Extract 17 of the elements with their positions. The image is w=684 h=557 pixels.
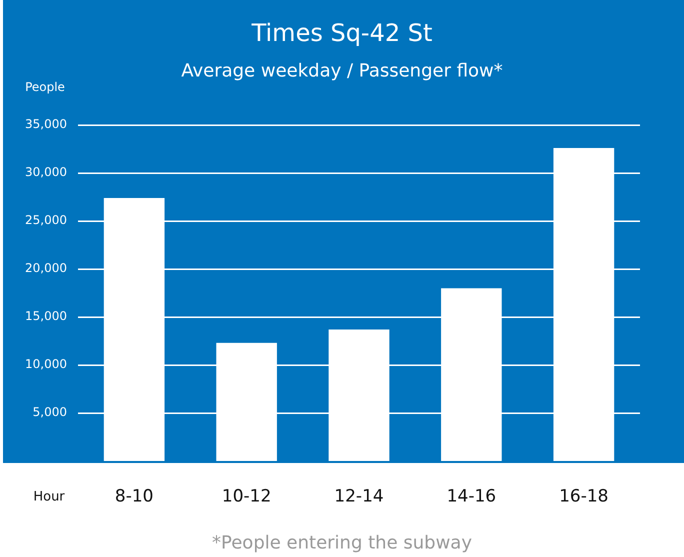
y-axis-title: People <box>25 80 65 94</box>
chart-subtitle: Average weekday / Passenger flow* <box>181 60 503 82</box>
y-tick-label: 20,000 <box>25 261 67 276</box>
x-tick-label: 14-16 <box>446 486 496 507</box>
text: *People entering the subway <box>212 532 472 554</box>
y-tick-label: 35,000 <box>25 117 67 132</box>
y-tick-label: 5,000 <box>32 405 67 420</box>
x-tick-label: 16-18 <box>559 486 609 507</box>
x-tick-label: 12-14 <box>334 486 384 507</box>
y-tick-label: 30,000 <box>25 165 67 180</box>
y-tick-label: 15,000 <box>25 309 67 324</box>
chart-title: Times Sq-42 St <box>250 19 432 48</box>
x-axis-title: Hour <box>33 489 66 504</box>
y-tick-label: 25,000 <box>25 213 67 228</box>
x-tick-label: 10-12 <box>222 486 272 507</box>
y-tick-label: 10,000 <box>25 357 67 372</box>
x-tick-label: 8-10 <box>114 486 154 507</box>
